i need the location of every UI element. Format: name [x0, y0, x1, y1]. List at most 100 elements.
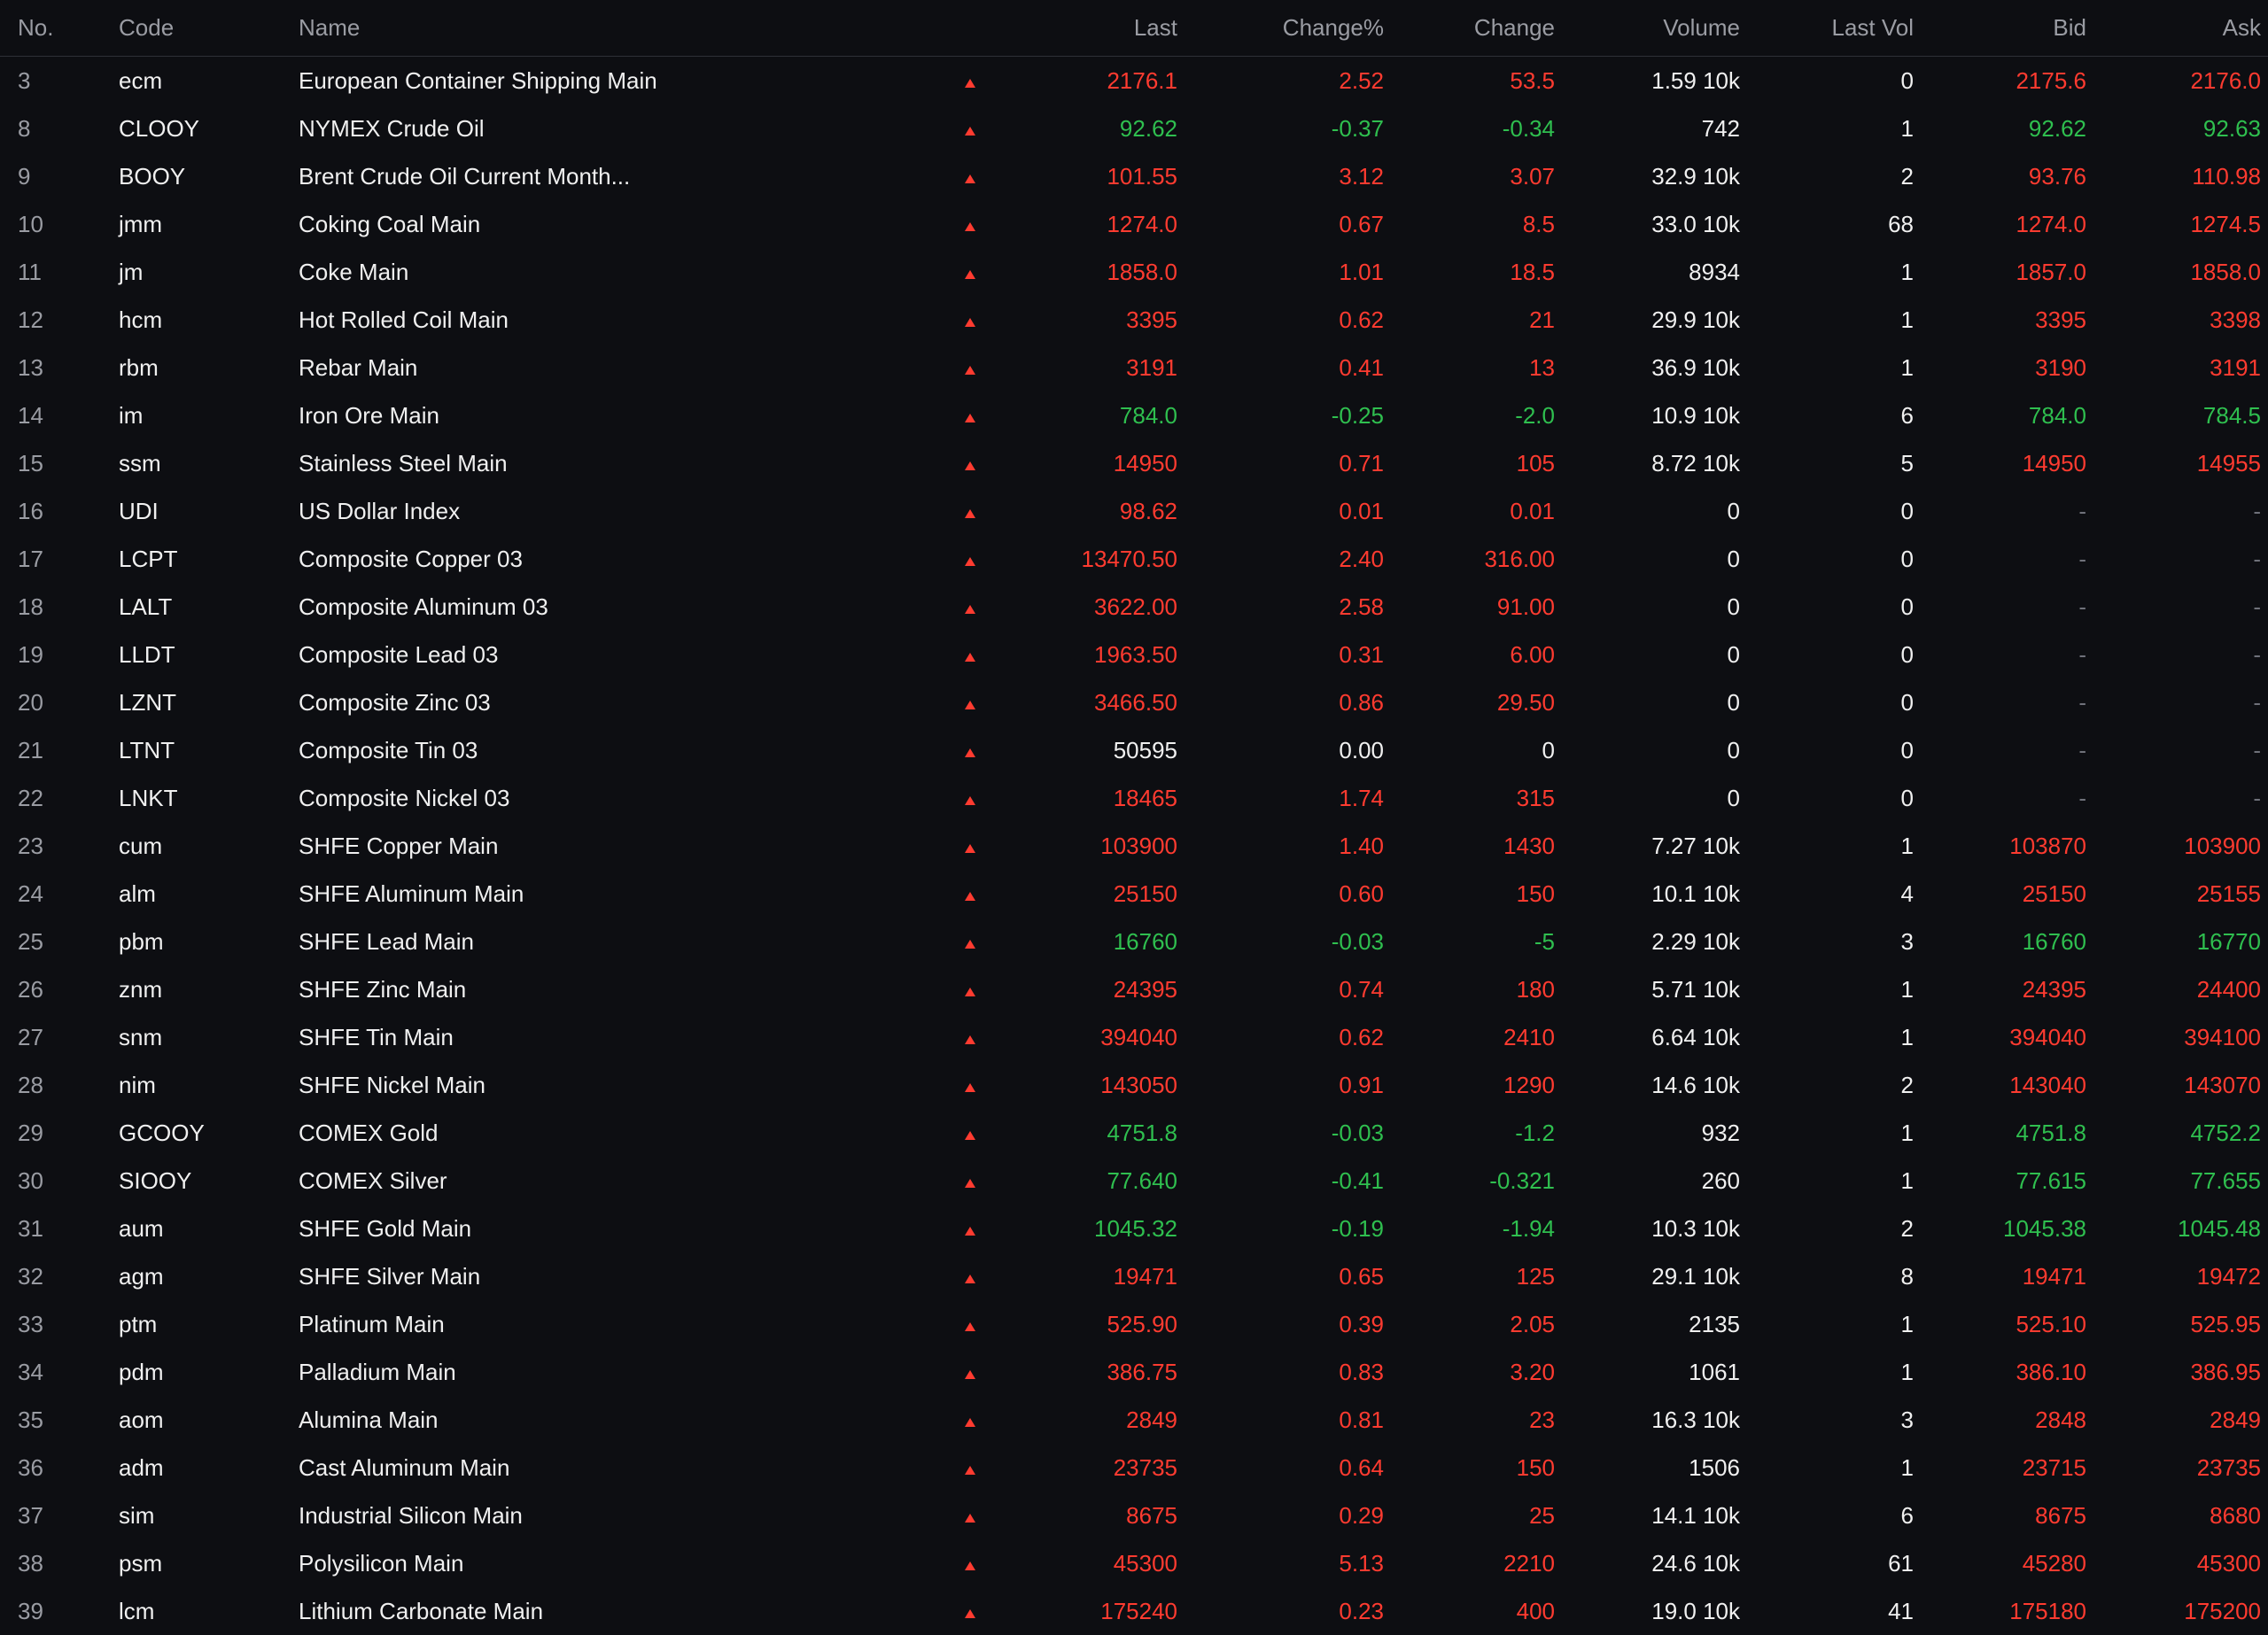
header-last[interactable]: Last [1133, 14, 1177, 41]
table-row[interactable]: 31 aum SHFE Gold Main 1045.32 -0.19 -1.94 10.3… [0, 1205, 2268, 1252]
header-ask[interactable]: Ask [2222, 14, 2261, 41]
table-row[interactable]: 38 psm Polysilicon Main 45300 5.13 2210 24.6 1… [0, 1539, 2268, 1587]
row-ask: - [2253, 545, 2261, 572]
row-ask: 24400 [2196, 975, 2261, 1003]
row-change-pct: -0.03 [1331, 1119, 1384, 1146]
table-row[interactable]: 22 LNKT Composite Nickel 03 18465 1.74 315 0 0 -… [0, 774, 2268, 822]
row-last-vol: 1 [1900, 1453, 1914, 1481]
row-bid: - [2078, 736, 2086, 763]
table-row[interactable]: 17 LCPT Composite Copper 03 13470.50 2.40 316… [0, 535, 2268, 583]
row-change: 2.05 [1510, 1310, 1555, 1337]
trend-up-icon [957, 296, 983, 344]
table-row[interactable]: 25 pbm SHFE Lead Main 16760 -0.03 -5 2.29 10k 3… [0, 918, 2268, 965]
row-last-vol: 4 [1900, 879, 1914, 907]
row-code: hcm [119, 306, 163, 333]
table-row[interactable]: 3 ecm European Container Shipping Main 2176… [0, 57, 2268, 105]
table-row[interactable]: 23 cum SHFE Copper Main 103900 1.40 1430 7.27 … [0, 822, 2268, 870]
header-volume[interactable]: Volume [1663, 14, 1740, 41]
row-ask: 3191 [2210, 353, 2261, 381]
table-row[interactable]: 12 hcm Hot Rolled Coil Main 3395 0.62 21 29.9 … [0, 296, 2268, 344]
triangle-up-icon [965, 1179, 975, 1188]
row-name: Rebar Main [299, 353, 418, 381]
triangle-up-icon [965, 701, 975, 709]
row-change: -1.2 [1515, 1119, 1555, 1146]
row-bid: 92.62 [2028, 114, 2086, 142]
row-change-pct: 0.41 [1339, 353, 1384, 381]
header-bid[interactable]: Bid [2053, 14, 2086, 41]
table-row[interactable]: 11 jm Coke Main 1858.0 1.01 18.5 8934 1 1857.0 18… [0, 248, 2268, 296]
row-ask: 92.63 [2202, 114, 2261, 142]
table-row[interactable]: 8 CLOOY NYMEX Crude Oil 92.62 -0.37 -0.34 742 1… [0, 105, 2268, 152]
table-row[interactable]: 37 sim Industrial Silicon Main 8675 0.29 25 14… [0, 1492, 2268, 1539]
table-row[interactable]: 29 GCOOY COMEX Gold 4751.8 -0.03 -1.2 932 1 4751… [0, 1109, 2268, 1157]
table-row[interactable]: 9 BOOY Brent Crude Oil Current Month... 101… [0, 152, 2268, 200]
header-change[interactable]: Change [1473, 14, 1555, 41]
row-volume: 8.72 10k [1651, 449, 1740, 477]
row-bid: 24395 [2022, 975, 2086, 1003]
header-change-pct[interactable]: Change% [1282, 14, 1384, 41]
row-change: 315 [1516, 784, 1555, 811]
row-code: BOOY [119, 162, 186, 190]
row-ask: - [2253, 593, 2261, 620]
header-last-vol[interactable]: Last Vol [1831, 14, 1914, 41]
row-change: -0.321 [1489, 1166, 1555, 1194]
trend-up-icon [957, 774, 983, 822]
row-bid: 3395 [2035, 306, 2086, 333]
row-code: LTNT [119, 736, 175, 763]
row-last: 18465 [1113, 784, 1177, 811]
table-row[interactable]: 36 adm Cast Aluminum Main 23735 0.64 150 1506 1… [0, 1444, 2268, 1492]
table-row[interactable]: 15 ssm Stainless Steel Main 14950 0.71 105 8.7… [0, 439, 2268, 487]
row-last-vol: 0 [1900, 784, 1914, 811]
row-name: Composite Copper 03 [299, 545, 523, 572]
row-last-vol: 3 [1900, 927, 1914, 955]
triangle-up-icon [965, 1514, 975, 1523]
row-ask: 784.5 [2202, 401, 2261, 429]
row-change-pct: 0.00 [1339, 736, 1384, 763]
row-code: jmm [119, 210, 163, 237]
row-volume: 260 [1701, 1166, 1740, 1194]
row-bid: 4751.8 [2016, 1119, 2086, 1146]
row-name: SHFE Gold Main [299, 1214, 472, 1242]
row-last: 101.55 [1107, 162, 1177, 190]
row-last-vol: 1 [1900, 1166, 1914, 1194]
row-last-vol: 8 [1900, 1262, 1914, 1290]
table-row[interactable]: 10 jmm Coking Coal Main 1274.0 0.67 8.5 33.0 1… [0, 200, 2268, 248]
row-name: SHFE Lead Main [299, 927, 474, 955]
table-row[interactable]: 13 rbm Rebar Main 3191 0.41 13 36.9 10k 1 3190 31… [0, 344, 2268, 391]
row-number: 27 [18, 1023, 43, 1050]
table-row[interactable]: 18 LALT Composite Aluminum 03 3622.00 2.58 91… [0, 583, 2268, 631]
table-row[interactable]: 39 lcm Lithium Carbonate Main 175240 0.23 400… [0, 1587, 2268, 1635]
table-row[interactable]: 24 alm SHFE Aluminum Main 25150 0.60 150 10.1 … [0, 870, 2268, 918]
row-change-pct: 0.62 [1339, 1023, 1384, 1050]
row-name: Composite Zinc 03 [299, 688, 491, 716]
trend-up-icon [957, 1539, 983, 1587]
table-row[interactable]: 14 im Iron Ore Main 784.0 -0.25 -2.0 10.9 10k 6… [0, 391, 2268, 439]
table-row[interactable]: 16 UDI US Dollar Index 98.62 0.01 0.01 0 0 - - [0, 487, 2268, 535]
table-row[interactable]: 20 LZNT Composite Zinc 03 3466.50 0.86 29.50 0… [0, 678, 2268, 726]
table-row[interactable]: 21 LTNT Composite Tin 03 50595 0.00 0 0 0 - - [0, 726, 2268, 774]
table-row[interactable]: 30 SIOOY COMEX Silver 77.640 -0.41 -0.321 260 1… [0, 1157, 2268, 1205]
row-number: 36 [18, 1453, 43, 1481]
table-row[interactable]: 19 LLDT Composite Lead 03 1963.50 0.31 6.00 0 0… [0, 631, 2268, 678]
trend-up-icon [957, 152, 983, 200]
table-row[interactable]: 27 snm SHFE Tin Main 394040 0.62 2410 6.64 10k… [0, 1013, 2268, 1061]
row-bid: 784.0 [2028, 401, 2086, 429]
row-code: ptm [119, 1310, 158, 1337]
header-no[interactable]: No. [18, 14, 54, 41]
row-last-vol: 0 [1900, 497, 1914, 524]
table-row[interactable]: 33 ptm Platinum Main 525.90 0.39 2.05 2135 1 525… [0, 1300, 2268, 1348]
table-row[interactable]: 28 nim SHFE Nickel Main 143050 0.91 1290 14.6 … [0, 1061, 2268, 1109]
table-row[interactable]: 34 pdm Palladium Main 386.75 0.83 3.20 1061 1 38… [0, 1348, 2268, 1396]
trend-up-icon [957, 870, 983, 918]
header-name[interactable]: Name [299, 14, 361, 41]
table-row[interactable]: 32 agm SHFE Silver Main 19471 0.65 125 29.1 10… [0, 1252, 2268, 1300]
row-last-vol: 1 [1900, 114, 1914, 142]
row-number: 15 [18, 449, 43, 477]
row-change-pct: 0.31 [1339, 640, 1384, 668]
row-change-pct: 0.39 [1339, 1310, 1384, 1337]
table-row[interactable]: 35 aom Alumina Main 2849 0.81 23 16.3 10k 3 2848… [0, 1396, 2268, 1444]
trend-up-icon [957, 105, 983, 152]
table-row[interactable]: 26 znm SHFE Zinc Main 24395 0.74 180 5.71 10k 1… [0, 965, 2268, 1013]
row-ask: - [2253, 784, 2261, 811]
header-code[interactable]: Code [119, 14, 175, 41]
